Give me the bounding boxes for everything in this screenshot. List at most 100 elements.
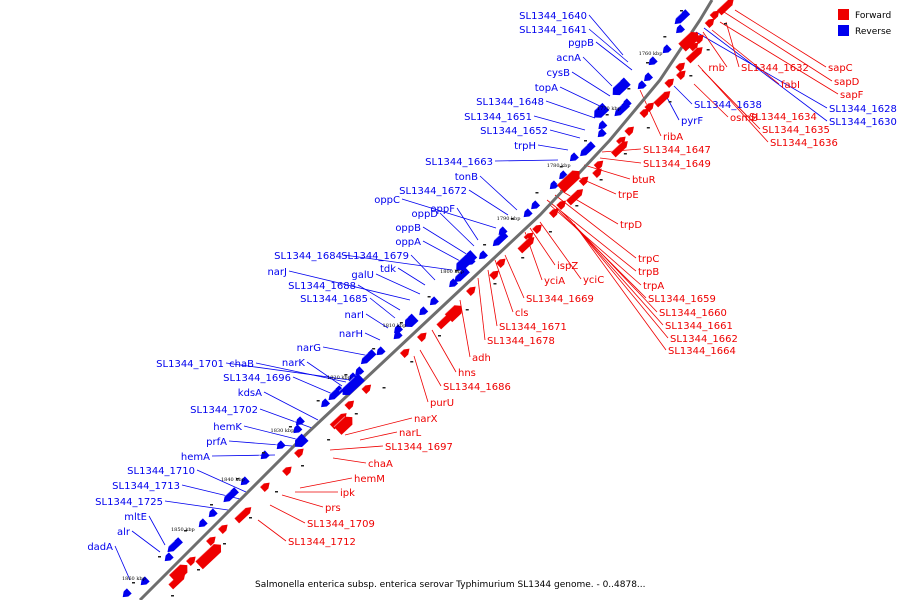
gene-feature xyxy=(531,224,542,234)
gene-label: SL1344_1649 xyxy=(643,159,711,170)
tick-mark xyxy=(521,257,525,259)
gene-feature xyxy=(704,18,715,28)
leader-line xyxy=(533,115,586,131)
gene-label: narJ xyxy=(267,267,287,278)
gene-feature xyxy=(195,518,208,528)
gene-label: SL1344_1669 xyxy=(526,294,594,305)
gene-feature xyxy=(578,176,589,186)
gene-label: sapC xyxy=(828,63,853,74)
gene-label: osmB xyxy=(730,113,758,124)
leader-line xyxy=(545,100,596,119)
leader-line xyxy=(673,85,693,105)
leader-line xyxy=(456,207,479,241)
leader-line xyxy=(725,21,740,68)
tick-mark xyxy=(288,426,292,428)
tick-mark xyxy=(627,88,631,90)
gene-label: SL1344_1641 xyxy=(519,25,587,36)
gene-feature xyxy=(610,141,628,158)
leader-line xyxy=(479,175,518,211)
kbp-tick-label: 1790 kbp xyxy=(497,216,521,222)
gene-feature xyxy=(594,128,607,138)
gene-feature xyxy=(495,258,506,268)
gene-label: SL1344_1664 xyxy=(668,346,736,357)
leader-line xyxy=(329,445,384,451)
gene-feature xyxy=(634,80,647,90)
tick-mark xyxy=(599,179,603,181)
kbp-tick-label: 1820 kbp xyxy=(327,375,351,381)
leader-line xyxy=(292,376,336,396)
gene-label: SL1344_1636 xyxy=(770,138,838,149)
gene-feature xyxy=(548,208,559,218)
tick-mark xyxy=(465,309,469,311)
tick-mark xyxy=(410,361,414,363)
leader-line xyxy=(243,425,301,441)
leader-line xyxy=(468,189,509,216)
gene-feature xyxy=(709,10,720,20)
gene-feature xyxy=(641,72,654,82)
leader-line xyxy=(322,346,371,357)
gene-label: trpH xyxy=(514,141,536,152)
tick-mark xyxy=(316,400,320,402)
gene-label: SL1344_1662 xyxy=(670,334,738,345)
tick-mark xyxy=(483,244,487,246)
gene-label: SL1344_1660 xyxy=(659,308,727,319)
tick-mark xyxy=(223,543,226,545)
leader-line xyxy=(599,157,642,164)
gene-label: SL1344_1696 xyxy=(223,373,291,384)
gene-label: acnA xyxy=(556,53,581,64)
gene-label: SL1344_1671 xyxy=(499,322,567,333)
tick-mark xyxy=(327,439,331,441)
gene-feature xyxy=(427,296,439,306)
gene-label: sapF xyxy=(840,90,864,101)
leader-line xyxy=(582,56,613,87)
leader-line xyxy=(257,519,287,542)
leader-line xyxy=(588,14,624,56)
gene-feature xyxy=(281,466,292,476)
kbp-tick-label: 1840 kbp xyxy=(221,477,245,483)
gene-feature xyxy=(490,231,509,247)
leader-line xyxy=(431,329,457,373)
legend-reverse-swatch xyxy=(838,25,849,36)
tick-mark xyxy=(344,374,348,376)
leader-line xyxy=(595,41,633,71)
gene-feature xyxy=(293,448,304,458)
gene-label: hemK xyxy=(213,422,242,433)
kbp-ticks: 1760 kbp 1770 kbp 1780 kbp 1790 kbp 1800 kbp… xyxy=(122,51,662,582)
tick-mark xyxy=(197,569,200,571)
gene-feature xyxy=(205,536,216,546)
gene-label: SL1344_1685 xyxy=(300,294,368,305)
leader-line xyxy=(148,515,166,546)
gene-label: tonB xyxy=(455,172,478,183)
gene-label: SL1344_1697 xyxy=(385,442,453,453)
tick-mark xyxy=(275,491,278,493)
gene-feature xyxy=(318,398,331,408)
leader-line xyxy=(375,273,421,295)
leader-line xyxy=(529,227,556,266)
gene-label: chaA xyxy=(368,459,393,470)
gene-label: oppC xyxy=(374,195,400,206)
gene-feature xyxy=(528,200,541,210)
gene-feature xyxy=(671,9,691,25)
leader-line xyxy=(419,349,442,387)
gene-label: trpA xyxy=(643,281,664,292)
tick-mark xyxy=(399,322,403,324)
gene-label: narI xyxy=(344,310,364,321)
leader-line xyxy=(422,226,469,256)
gene-feature xyxy=(677,31,699,52)
gene-feature xyxy=(168,564,188,583)
gene-feature xyxy=(329,413,347,430)
gene-label: SL1344_1663 xyxy=(425,157,493,168)
gene-feature xyxy=(233,507,252,524)
gene-label: adh xyxy=(472,353,491,364)
tick-mark xyxy=(575,205,579,207)
leader-line xyxy=(559,86,605,109)
gene-feature xyxy=(555,200,566,210)
gene-label: SL1344_1702 xyxy=(190,405,258,416)
leader-line xyxy=(131,530,161,553)
gene-feature xyxy=(291,433,309,448)
kbp-tick-label: 1780 kbp xyxy=(547,163,571,169)
gene-label: yciA xyxy=(544,276,565,287)
gene-label: topA xyxy=(535,83,558,94)
tick-mark xyxy=(668,101,672,103)
gene-label: narK xyxy=(282,358,306,369)
